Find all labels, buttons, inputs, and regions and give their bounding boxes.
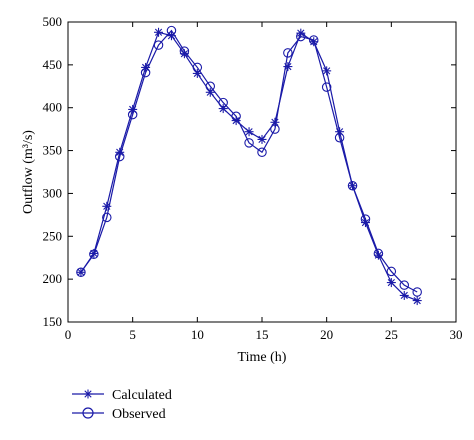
x-tick-label: 15 <box>256 327 269 342</box>
point-observed <box>283 48 293 58</box>
point-calculated <box>154 27 164 37</box>
point-observed <box>308 35 319 45</box>
x-tick-label: 5 <box>129 327 136 342</box>
legend: Calculated Observed <box>72 388 172 422</box>
point-observed <box>412 287 422 297</box>
y-axis-ticks: 150 200 250 300 350 400 450 500 <box>43 14 456 329</box>
point-observed <box>270 124 280 134</box>
point-observed <box>399 280 410 290</box>
y-tick-label: 400 <box>43 100 63 115</box>
x-tick-label: 0 <box>65 327 72 342</box>
point-calculated <box>386 278 396 288</box>
point-observed <box>205 81 216 92</box>
point-observed <box>257 147 267 158</box>
point-calculated <box>412 296 422 306</box>
point-observed <box>127 109 138 120</box>
y-tick-label: 350 <box>43 143 63 158</box>
x-tick-label: 25 <box>385 327 398 342</box>
legend-asterisk-icon <box>83 389 93 399</box>
point-observed <box>334 132 345 143</box>
y-tick-label: 200 <box>43 271 63 286</box>
point-observed <box>347 180 358 191</box>
legend-label-observed: Observed <box>112 407 166 422</box>
legend-label-calculated: Calculated <box>112 388 172 403</box>
point-observed <box>373 248 384 259</box>
point-calculated <box>244 127 254 137</box>
x-tick-label: 20 <box>320 327 333 342</box>
point-observed <box>153 40 164 50</box>
point-observed <box>140 67 151 78</box>
legend-circle-icon <box>82 407 94 419</box>
plot-area <box>67 21 457 323</box>
y-tick-label: 500 <box>43 14 63 29</box>
point-observed <box>192 62 203 73</box>
y-tick-label: 300 <box>43 185 63 200</box>
point-observed <box>114 151 125 162</box>
series-line-observed <box>80 29 418 293</box>
point-observed <box>296 31 306 42</box>
point-observed <box>386 266 397 277</box>
point-observed <box>244 138 254 148</box>
point-observed <box>89 249 99 260</box>
y-tick-label: 250 <box>43 228 63 243</box>
point-calculated <box>322 66 332 76</box>
point-observed <box>76 267 86 278</box>
y-axis-title: Outflow (m³/s) <box>21 130 36 214</box>
point-observed <box>218 97 228 108</box>
x-tick-label: 30 <box>450 327 463 342</box>
legend-asterisk-mark <box>83 389 93 399</box>
y-tick-label: 450 <box>43 57 63 72</box>
series-layer <box>76 25 422 306</box>
point-calculated <box>257 134 267 144</box>
point-observed <box>231 111 241 122</box>
point-calculated <box>141 62 151 72</box>
point-observed <box>321 82 332 92</box>
point-calculated <box>399 290 409 300</box>
point-observed <box>360 214 371 224</box>
y-tick-label: 150 <box>43 314 63 329</box>
point-observed <box>166 25 177 36</box>
point-observed <box>179 46 190 56</box>
x-axis-ticks: 0 5 10 15 20 25 30 <box>65 22 463 342</box>
x-axis-title: Time (h) <box>238 350 287 365</box>
x-tick-label: 10 <box>191 327 204 342</box>
point-observed <box>102 212 112 223</box>
